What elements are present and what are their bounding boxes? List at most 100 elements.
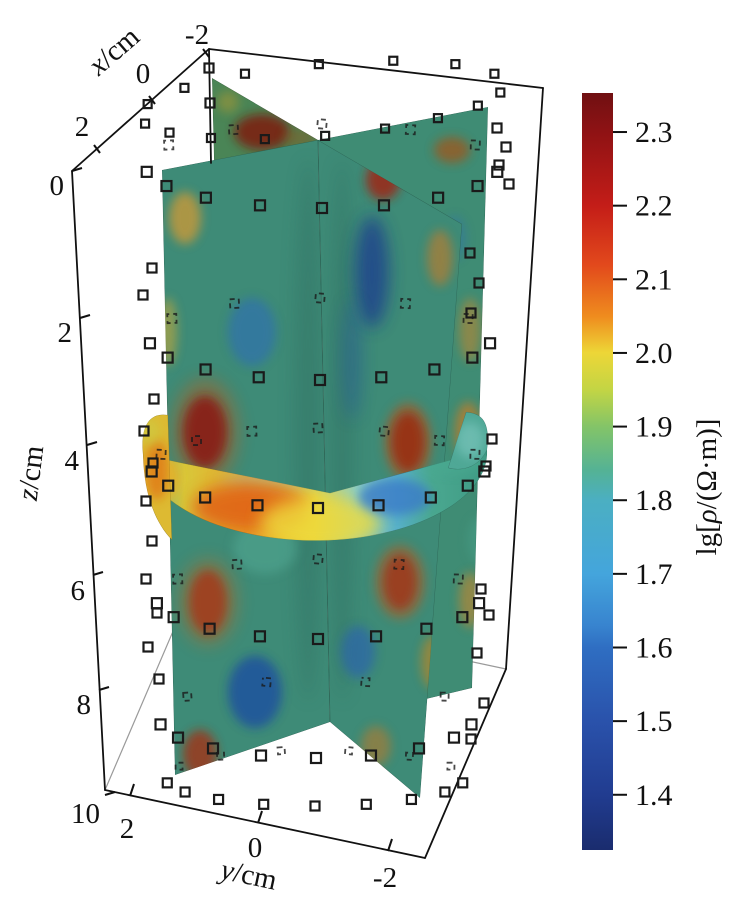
electrode-marker bbox=[404, 751, 415, 761]
electrode-marker bbox=[167, 611, 180, 624]
electrode-marker bbox=[150, 597, 163, 610]
electrode-marker bbox=[258, 798, 270, 810]
z-axis-tick bbox=[98, 686, 110, 691]
electrode-marker bbox=[412, 742, 426, 755]
electrode-marker bbox=[139, 118, 151, 129]
z-axis-tick-label: 10 bbox=[71, 798, 100, 830]
colorbar-tick-label: 2.2 bbox=[635, 190, 673, 223]
electrode-marker bbox=[491, 165, 504, 178]
electrode-marker bbox=[471, 647, 483, 659]
electrode-marker bbox=[405, 793, 418, 806]
electrode-marker bbox=[432, 191, 445, 204]
electrode-marker bbox=[439, 691, 450, 702]
electrode-marker bbox=[147, 457, 159, 469]
electrode-marker bbox=[146, 262, 158, 274]
z-axis-tick bbox=[71, 167, 83, 172]
electrode-marker bbox=[179, 786, 191, 798]
electrode-marker bbox=[253, 199, 267, 212]
horizontal-slice-disk bbox=[143, 450, 488, 541]
box-edge bbox=[71, 48, 210, 172]
slice-plane-front-left bbox=[162, 140, 330, 775]
electrode-marker bbox=[428, 363, 441, 376]
electrode-marker bbox=[199, 491, 212, 504]
electrode-marker bbox=[252, 371, 265, 384]
electrode-marker bbox=[163, 139, 175, 151]
electrode-marker bbox=[161, 351, 174, 364]
electrode-marker bbox=[311, 632, 325, 646]
electrode-marker bbox=[314, 292, 326, 304]
y-axis-title: y/cm bbox=[215, 853, 280, 897]
electrode-marker bbox=[486, 433, 498, 445]
electrode-marker bbox=[261, 676, 272, 688]
electrode-marker bbox=[378, 425, 390, 438]
electrode-marker bbox=[478, 697, 490, 709]
electrode-marker bbox=[155, 448, 167, 460]
electrode-marker bbox=[254, 749, 268, 762]
electrode-marker bbox=[199, 363, 212, 376]
electrode-marker bbox=[216, 751, 226, 761]
electrode-rings bbox=[137, 55, 515, 812]
electrode-marker bbox=[251, 499, 264, 512]
colorbar-tick-label: 1.8 bbox=[635, 484, 673, 517]
electrode-marker bbox=[456, 611, 469, 624]
electrode-marker bbox=[446, 761, 456, 771]
electrode-marker bbox=[372, 499, 385, 512]
electrode-marker bbox=[432, 113, 444, 124]
z-axis-tick-label: 2 bbox=[58, 317, 73, 349]
electrode-marker bbox=[138, 425, 150, 437]
electrode-marker bbox=[360, 798, 372, 810]
electrode-marker bbox=[464, 247, 476, 259]
electrode-marker bbox=[424, 491, 437, 504]
box-edge bbox=[208, 48, 544, 89]
electrode-marker bbox=[142, 641, 154, 653]
colorbar: 2.3 2.2 2.1 2.0 1.9 1.8 1.7 1.6 1.5 1.4 bbox=[582, 93, 673, 850]
electrode-marker bbox=[343, 745, 354, 756]
electrode-marker bbox=[483, 337, 497, 350]
electrode-marker bbox=[313, 59, 324, 70]
electrode-marker bbox=[475, 583, 487, 595]
electrode-marker bbox=[164, 127, 175, 138]
electrode-marker bbox=[191, 435, 202, 446]
electrode-marker bbox=[503, 178, 515, 190]
electrode-marker bbox=[162, 479, 175, 492]
electrode-marker bbox=[199, 191, 212, 204]
electrode-marker bbox=[420, 622, 433, 635]
colorbar-tick-label: 1.4 bbox=[635, 779, 673, 812]
x-axis-tick bbox=[93, 144, 101, 154]
electrode-marker bbox=[153, 673, 165, 685]
colorbar-gradient bbox=[582, 93, 613, 850]
electrode-marker bbox=[205, 132, 217, 144]
electrode-marker bbox=[146, 535, 158, 547]
electrode-marker bbox=[388, 55, 399, 66]
y-axis-tick-label: 0 bbox=[248, 832, 263, 864]
electrode-marker bbox=[315, 201, 329, 215]
electrode-marker bbox=[203, 622, 216, 635]
electrode-marker bbox=[473, 597, 486, 610]
z-axis-tick-label: 0 bbox=[50, 170, 65, 202]
electrode-marker bbox=[483, 609, 495, 621]
electrode-marker bbox=[461, 479, 474, 492]
x-axis-tick bbox=[202, 48, 210, 58]
electrode-marker bbox=[369, 630, 383, 643]
colorbar-tick-label: 1.5 bbox=[635, 705, 673, 738]
y-axis-tick bbox=[387, 838, 393, 852]
electrode-marker bbox=[439, 786, 451, 798]
colorbar-tick-label: 2.0 bbox=[635, 337, 673, 370]
z-axis-tick-label: 6 bbox=[71, 575, 86, 607]
box-edge bbox=[104, 789, 426, 859]
electrode-marker bbox=[140, 165, 153, 178]
z-axis-title: z/cm bbox=[12, 443, 51, 503]
electrode-marker bbox=[500, 141, 512, 153]
colorbar-tick-label: 1.6 bbox=[635, 631, 673, 664]
disk-right-rim bbox=[448, 412, 488, 470]
electrode-marker bbox=[206, 742, 220, 755]
electrode-marker bbox=[466, 351, 479, 364]
electrode-marker bbox=[473, 277, 485, 289]
z-axis-tick-label: 4 bbox=[65, 445, 80, 477]
electrode-marker bbox=[140, 495, 152, 507]
electrode-marker bbox=[452, 573, 464, 585]
electrode-marker bbox=[450, 59, 461, 70]
box-edge bbox=[424, 668, 507, 859]
colorbar-tick-label: 2.1 bbox=[635, 263, 673, 296]
electrode-marker bbox=[465, 307, 477, 319]
